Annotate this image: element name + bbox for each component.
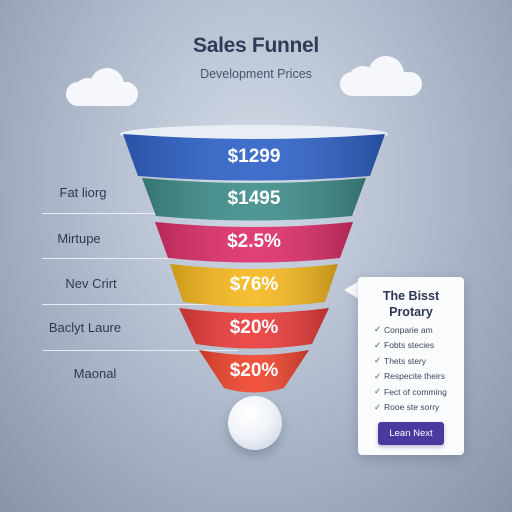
stage-label: Fat liorg xyxy=(59,185,107,200)
callout-title: The Bisst Protary xyxy=(382,289,440,319)
funnel-stage-value: $76% xyxy=(230,274,279,295)
guide-line xyxy=(42,213,236,214)
guide-line xyxy=(42,258,254,259)
list-item: ✓ Conparie am xyxy=(374,324,433,335)
callout-pointer xyxy=(344,281,359,299)
funnel-stage-value: $1495 xyxy=(228,188,281,209)
stage-label: Mirtupe xyxy=(57,231,101,246)
funnel-stage-value: $20% xyxy=(230,317,279,338)
guide-line xyxy=(42,350,238,351)
list-item: ✓ Rooe ste sorry xyxy=(374,401,440,413)
funnel-stage-value: $1299 xyxy=(228,146,281,167)
feature-callout-card: The Bisst Protary ✓ Conparie am ✓ Fobts st… xyxy=(358,277,464,455)
funnel-stage-value: $2.5% xyxy=(227,231,281,252)
funnel-stage-shading xyxy=(170,264,338,307)
check-icon: ✓ xyxy=(374,386,382,397)
check-icon: ✓ xyxy=(374,355,382,366)
list-item: ✓ Thets stery xyxy=(374,355,427,366)
list-item: ✓ Fobts stecies xyxy=(374,339,435,351)
page-subtitle: Development Prices xyxy=(200,67,312,81)
funnel-stage-shading xyxy=(142,178,366,221)
cloud-right-icon xyxy=(338,54,424,98)
stage-label: Baclyt Laure xyxy=(48,320,122,335)
funnel-sphere xyxy=(228,396,282,450)
stage-label: Maonal xyxy=(73,366,117,381)
check-icon: ✓ xyxy=(374,370,382,381)
list-item: ✓ Respecite theirs xyxy=(374,370,445,382)
funnel-stage-value: $20% xyxy=(230,360,279,381)
funnel-stage-shading xyxy=(123,134,385,181)
funnel-stage-shading xyxy=(155,222,353,263)
check-icon: ✓ xyxy=(374,401,382,412)
learn-next-button[interactable]: Lean Next xyxy=(378,422,444,445)
check-icon: ✓ xyxy=(374,339,382,350)
callout-list: ✓ Conparie am ✓ Fobts stecies ✓ Thets stery… xyxy=(374,322,462,415)
cloud-left-icon xyxy=(64,66,140,108)
stage-label: Nev Crirt xyxy=(65,276,117,291)
guide-line xyxy=(42,304,262,305)
page-title: Sales Funnel xyxy=(193,34,319,57)
list-item: ✓ Fect of comming xyxy=(374,386,447,397)
funnel-stage-shading xyxy=(199,350,309,393)
funnel-stage-shading xyxy=(179,308,329,349)
check-icon: ✓ xyxy=(374,324,382,335)
